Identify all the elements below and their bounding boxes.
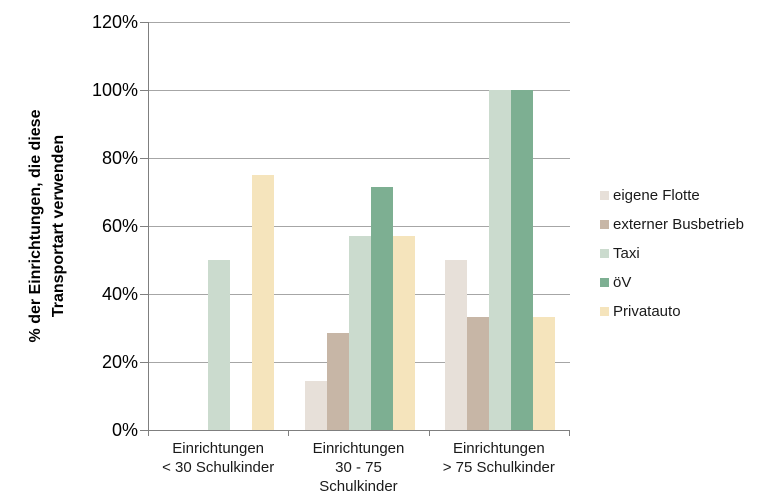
legend-label: externer Busbetrieb (613, 216, 744, 233)
legend-item: eigene Flotte (600, 187, 744, 204)
y-axis-tick-label: 40% (101, 284, 138, 304)
legend-item: Privatauto (600, 303, 744, 320)
y-axis-tick-mark (140, 22, 148, 23)
legend-swatch (600, 307, 609, 316)
x-axis-tick-mark (288, 431, 290, 436)
y-axis-tick-label: 20% (101, 352, 138, 372)
y-axis-tick-mark (140, 158, 148, 159)
x-axis-tick-mark (148, 431, 149, 436)
legend-item: öV (600, 274, 744, 291)
bar-öv-group-3 (510, 90, 533, 430)
legend-swatch (600, 220, 609, 229)
y-axis-tick-mark (140, 294, 148, 295)
bar-taxi-group-3 (488, 90, 511, 430)
y-axis-tick-mark (140, 430, 148, 431)
legend-label: öV (613, 274, 632, 291)
gridline (149, 157, 570, 159)
y-axis-tick-label: 120% (91, 12, 138, 32)
y-axis-tick-mark (140, 362, 148, 363)
x-axis-category-label: Einrichtungen < 30 Schulkinder (162, 440, 275, 476)
legend: eigene Flotte externer Busbetrieb Taxi öV Pr… (600, 187, 744, 332)
y-axis-tick-mark (140, 226, 148, 227)
gridline (149, 89, 570, 91)
x-axis-tick-mark (428, 431, 430, 436)
legend-label: Privatauto (613, 303, 681, 320)
bar-taxi-group-1 (208, 260, 231, 430)
x-axis-category-label: Einrichtungen 30 - 75 Schulkinder (312, 440, 405, 495)
y-axis-tick-mark (140, 90, 148, 91)
legend-item: Taxi (600, 245, 744, 262)
gridline (149, 21, 570, 23)
bar-privatauto-group-2 (392, 235, 415, 430)
y-axis-title-line-1: % der Einrichtungen, die diese (27, 109, 44, 343)
bar-öv-group-2 (370, 187, 393, 430)
legend-item: externer Busbetrieb (600, 216, 744, 233)
bar-privatauto-group-1 (252, 175, 275, 430)
legend-label: eigene Flotte (613, 187, 700, 204)
gridline (149, 225, 570, 227)
legend-swatch (600, 249, 609, 258)
y-axis-tick-label: 60% (101, 216, 138, 236)
bar-eigene-flotte-group-3 (444, 260, 467, 430)
x-axis-tick-mark (569, 431, 570, 436)
legend-label: Taxi (613, 245, 640, 262)
bar-externer-busbetrieb-group-3 (466, 316, 489, 430)
legend-swatch (600, 191, 609, 200)
y-axis-tick-label: 0% (111, 420, 138, 440)
bar-eigene-flotte-group-2 (304, 381, 327, 430)
bar-taxi-group-2 (348, 235, 371, 430)
y-axis-tick-label: 100% (91, 80, 138, 100)
y-axis-tick-label: 80% (101, 148, 138, 168)
plot-area (148, 21, 570, 431)
legend-swatch (600, 278, 609, 287)
bar-externer-busbetrieb-group-2 (326, 332, 349, 430)
bar-privatauto-group-3 (532, 316, 555, 430)
x-axis-category-label: Einrichtungen > 75 Schulkinder (442, 440, 555, 476)
